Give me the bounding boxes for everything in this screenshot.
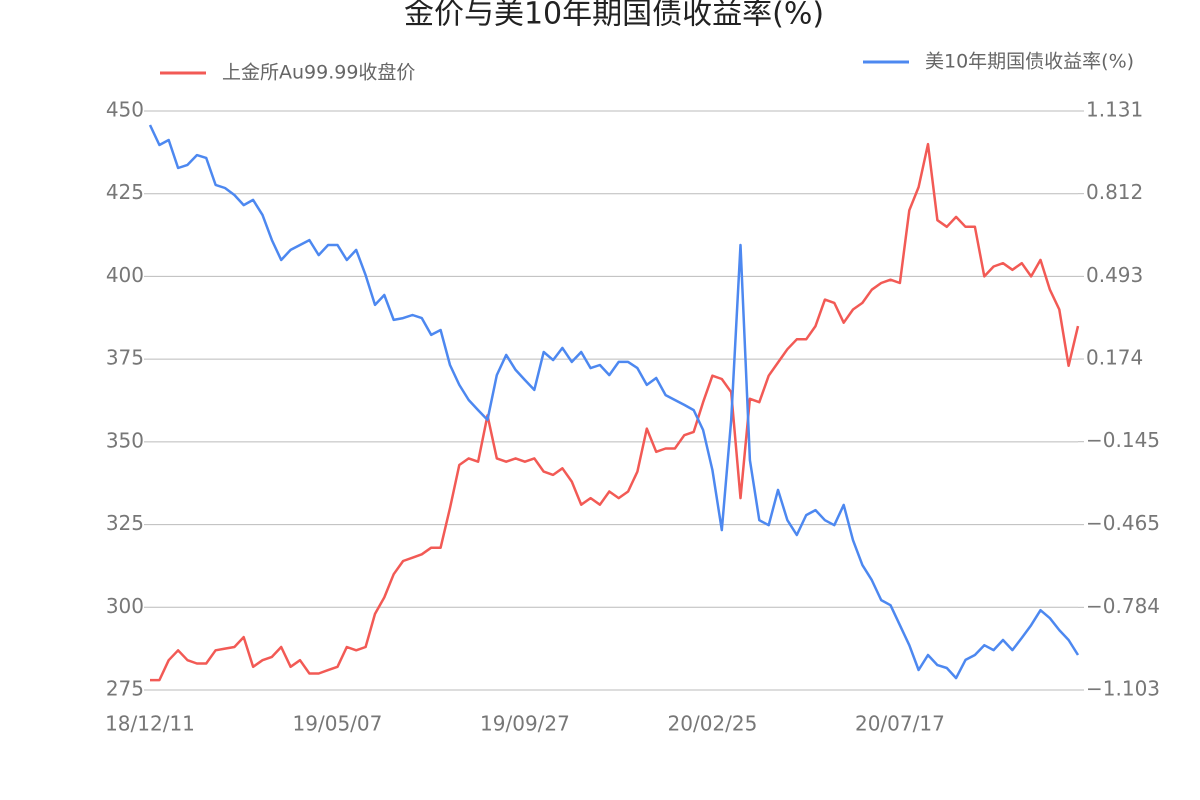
y-tick-label: 400	[106, 263, 144, 287]
legend-label: 美10年期国债收益率(%)	[925, 51, 1134, 73]
y-tick-label: 300	[106, 594, 144, 618]
y-tick-label: 325	[106, 511, 144, 535]
y2-tick-label: −1.103	[1086, 677, 1160, 701]
y2-tick-label: −0.784	[1086, 594, 1160, 618]
y-tick-label: 450	[106, 98, 144, 122]
y2-tick-label: 0.174	[1086, 346, 1143, 370]
y2-tick-label: 1.131	[1086, 98, 1143, 122]
x-tick-label: 20/02/25	[668, 712, 758, 736]
y2-tick-label: −0.145	[1086, 428, 1160, 452]
x-tick-label: 19/05/07	[293, 712, 383, 736]
data-line	[148, 124, 1080, 680]
y2-tick-label: −0.465	[1086, 511, 1160, 535]
x-tick-label: 19/09/27	[480, 712, 570, 736]
data-line	[150, 142, 1080, 682]
y-tick-label: 425	[106, 180, 144, 204]
y2-tick-label: 0.493	[1086, 263, 1143, 287]
y2-tick-label: 0.812	[1086, 180, 1143, 204]
y-tick-label: 375	[106, 346, 144, 370]
x-tick-label: 18/12/11	[105, 712, 195, 736]
chart-title: 金价与美10年期国债收益率(%)	[404, 0, 824, 32]
y-tick-label: 350	[106, 428, 144, 452]
y-tick-label: 275	[106, 677, 144, 701]
legend-label: 上金所Au99.99收盘价	[222, 62, 415, 84]
x-tick-label: 20/07/17	[855, 712, 945, 736]
